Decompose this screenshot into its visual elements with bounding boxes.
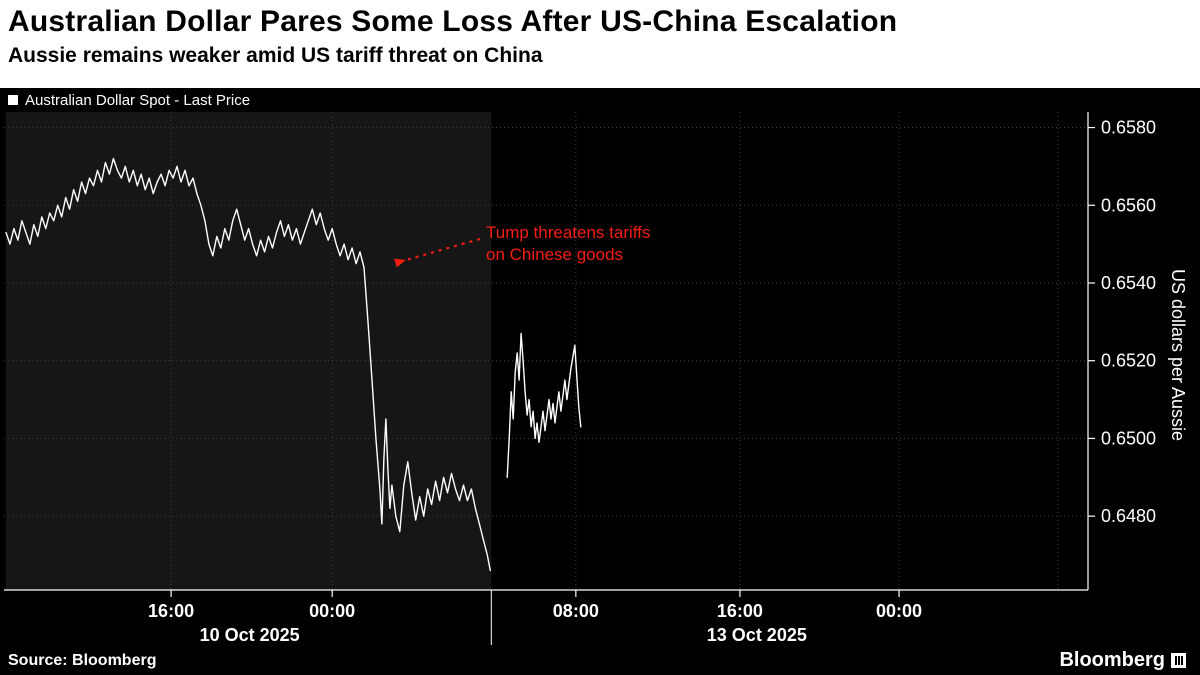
- legend-label: Australian Dollar Spot - Last Price: [25, 91, 251, 109]
- y-tick-label: 0.6540: [1101, 273, 1156, 293]
- annotation-arrow-icon: [394, 237, 481, 268]
- axis-labels: 0.6580 0.6560 0.6540 0.6520 0.6500 0.6480 16:0…: [148, 118, 1156, 645]
- x-tick-label: 16:00: [717, 601, 763, 621]
- x-tick-label: 08:00: [553, 601, 599, 621]
- y-tick-label: 0.6480: [1101, 506, 1156, 526]
- bloomberg-logo: Bloomberg: [1059, 649, 1186, 672]
- y-axis-title: US dollars per Aussie: [1168, 269, 1188, 441]
- legend-swatch-icon: [8, 95, 18, 105]
- gridlines: [4, 112, 1088, 590]
- x-tick-label: 00:00: [876, 601, 922, 621]
- y-tick-label: 0.6580: [1101, 118, 1156, 138]
- chart-subtitle: Aussie remains weaker amid US tariff thr…: [8, 43, 543, 67]
- chart-canvas: 0.6580 0.6560 0.6540 0.6520 0.6500 0.6480 16:0…: [0, 112, 1200, 646]
- date-label: 10 Oct 2025: [200, 625, 300, 645]
- chart-title: Australian Dollar Pares Some Loss After …: [8, 5, 898, 38]
- session-shading: [5, 112, 492, 590]
- y-tick-label: 0.6560: [1101, 195, 1156, 215]
- y-tick-label: 0.6520: [1101, 351, 1156, 371]
- x-tick-label: 00:00: [309, 601, 355, 621]
- annotation-line1: Tump threatens tariffs: [486, 223, 650, 242]
- chart-footer: Source: Bloomberg Bloomberg: [0, 646, 1200, 675]
- source-text: Source: Bloomberg: [8, 651, 157, 669]
- axes: [4, 112, 1095, 645]
- bloomberg-mark-icon: [1171, 653, 1186, 668]
- y-tick-label: 0.6500: [1101, 428, 1156, 448]
- chart-header: Australian Dollar Pares Some Loss After …: [0, 0, 1200, 88]
- x-tick-label: 16:00: [148, 601, 194, 621]
- bloomberg-logo-text: Bloomberg: [1059, 649, 1165, 671]
- date-label: 13 Oct 2025: [707, 625, 807, 645]
- annotation-line2: on Chinese goods: [486, 245, 623, 264]
- legend: Australian Dollar Spot - Last Price: [0, 88, 1200, 112]
- price-line: [5, 157, 582, 572]
